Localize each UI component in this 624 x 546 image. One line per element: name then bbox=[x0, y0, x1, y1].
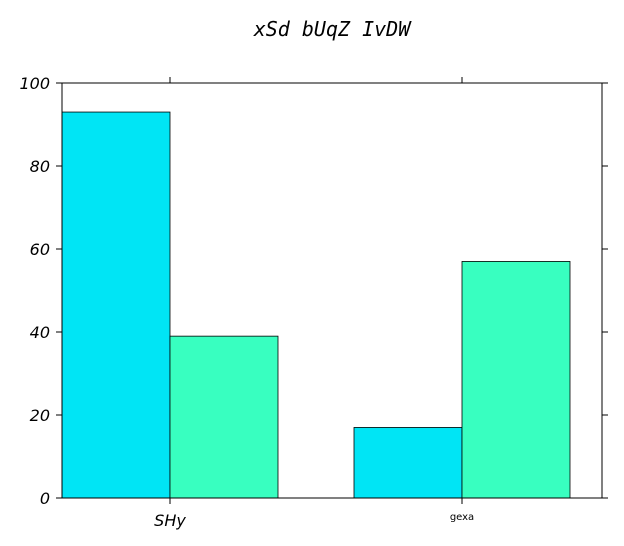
ytick-label: 80 bbox=[30, 157, 50, 176]
xtick-label-SHy: SHy bbox=[154, 511, 186, 530]
plot-frame bbox=[61, 82, 603, 499]
ytick-label: 100 bbox=[19, 74, 50, 93]
bar-SHy-series2 bbox=[169, 335, 279, 499]
bar-gexa-series1 bbox=[353, 427, 463, 499]
xtick-label-gexa: gexa bbox=[450, 512, 474, 523]
chart-title: xSd bUqZ IvDW bbox=[253, 17, 412, 41]
axes-layer: 0 20 40 60 80 100 SHy gexa bbox=[19, 74, 608, 530]
bars-layer bbox=[61, 111, 571, 499]
ytick-label: 60 bbox=[30, 240, 50, 259]
ytick-label: 0 bbox=[40, 489, 50, 508]
bar-gexa-series2 bbox=[461, 261, 571, 499]
ytick-label: 40 bbox=[30, 323, 50, 342]
ytick-label: 20 bbox=[30, 406, 50, 425]
bar-SHy-series1 bbox=[61, 111, 171, 499]
